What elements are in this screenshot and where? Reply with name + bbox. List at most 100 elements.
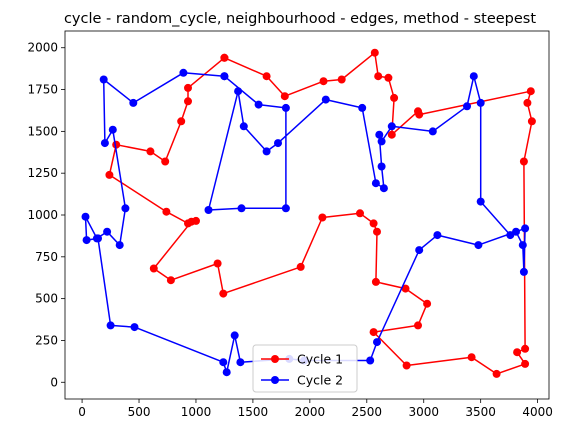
series-1-point bbox=[390, 93, 399, 102]
legend-label: Cycle 2 bbox=[297, 373, 343, 388]
series-1-point bbox=[414, 321, 422, 330]
series-1-point bbox=[184, 219, 192, 228]
series-1-point bbox=[492, 369, 501, 378]
series-2-point bbox=[204, 206, 213, 214]
series-2-point bbox=[94, 234, 102, 243]
series-1-point bbox=[262, 72, 271, 81]
series-1-point bbox=[513, 348, 522, 357]
series-2-point bbox=[220, 72, 229, 81]
series-2-point bbox=[237, 204, 246, 213]
series-1-point bbox=[387, 130, 396, 139]
series-1-point bbox=[373, 227, 381, 236]
series-2-point bbox=[236, 358, 245, 367]
y-tick-label: 0 bbox=[50, 375, 58, 389]
series-1-point bbox=[415, 110, 424, 119]
series-1-point bbox=[370, 48, 379, 57]
series-2-point bbox=[469, 72, 478, 81]
chart-title: cycle - random_cycle, neighbourhood - ed… bbox=[64, 11, 536, 27]
series-1-point bbox=[526, 87, 535, 96]
series-1-point bbox=[401, 284, 410, 293]
x-tick-label: 3500 bbox=[465, 405, 496, 419]
series-1-point bbox=[149, 264, 158, 273]
series-2-point bbox=[222, 368, 231, 377]
series-2-point bbox=[375, 130, 384, 139]
series-1-point bbox=[280, 92, 289, 101]
y-tick-label: 1750 bbox=[27, 83, 58, 97]
series-1-point bbox=[369, 328, 378, 337]
series-2-point bbox=[274, 139, 282, 148]
series-1-point bbox=[523, 98, 532, 107]
series-1-point bbox=[318, 213, 327, 222]
series-2-point bbox=[321, 95, 330, 104]
series-2-point bbox=[100, 139, 109, 148]
series-2-point bbox=[371, 179, 380, 188]
series-1-point bbox=[467, 353, 476, 362]
series-1-point bbox=[519, 157, 528, 166]
legend-swatch-marker bbox=[271, 355, 279, 363]
series-2-point bbox=[476, 197, 485, 206]
series-2-point bbox=[219, 358, 228, 367]
legend-label: Cycle 1 bbox=[297, 352, 343, 367]
series-2-point bbox=[239, 122, 248, 131]
series-1-point bbox=[369, 219, 378, 228]
y-tick-label: 1500 bbox=[27, 124, 58, 138]
axes: 0 500 1000 1500 2000 2500 3000 3500 4000 0 250 500 7… bbox=[27, 30, 553, 419]
series-2-point bbox=[387, 122, 396, 131]
series-2-point bbox=[377, 162, 386, 171]
x-tick-label: 3000 bbox=[408, 405, 439, 419]
x-tick-label: 500 bbox=[128, 405, 151, 419]
series-2-point bbox=[99, 75, 108, 84]
x-tick-label: 1500 bbox=[238, 405, 269, 419]
series-2-point bbox=[254, 100, 263, 109]
x-tick-label: 4000 bbox=[522, 405, 553, 419]
series-2-point bbox=[415, 246, 424, 255]
series-1-point bbox=[356, 209, 364, 218]
y-tick-label: 1250 bbox=[27, 166, 58, 180]
y-tick-label: 2000 bbox=[27, 41, 58, 55]
legend-swatch-marker bbox=[271, 376, 279, 384]
series-2-point bbox=[358, 103, 367, 112]
series-2-point bbox=[81, 212, 90, 221]
series-2-point bbox=[428, 127, 437, 136]
series-1-point bbox=[184, 97, 192, 106]
series-2-point bbox=[129, 98, 138, 107]
series-2-point bbox=[115, 241, 124, 250]
series-2-point bbox=[106, 321, 115, 330]
y-tick-label: 750 bbox=[35, 250, 58, 264]
series-2-point bbox=[474, 241, 483, 250]
series-1-point bbox=[219, 289, 228, 298]
series-2-point bbox=[281, 204, 290, 213]
y-tick-label: 500 bbox=[35, 292, 58, 306]
series-2-point bbox=[179, 68, 188, 77]
series-1-point bbox=[371, 277, 380, 286]
series-2-point bbox=[121, 204, 130, 213]
y-tick-label: 1000 bbox=[27, 208, 58, 222]
series-2-point bbox=[519, 267, 528, 276]
series-2-point bbox=[463, 102, 471, 111]
series-2-point bbox=[230, 331, 239, 340]
series-1-point bbox=[192, 216, 200, 225]
series-1-point bbox=[184, 83, 192, 92]
legend: Cycle 1 Cycle 2 bbox=[252, 344, 358, 393]
series-2-point bbox=[234, 87, 243, 96]
series-2-point bbox=[379, 184, 388, 193]
series-1-point bbox=[527, 117, 536, 126]
series-2-point bbox=[521, 224, 530, 233]
series-2-point bbox=[506, 231, 515, 240]
x-tick-label: 1000 bbox=[181, 405, 212, 419]
series-1-point bbox=[296, 262, 305, 271]
series-1-point bbox=[177, 117, 186, 126]
series-2-point bbox=[433, 231, 442, 240]
series-2-point bbox=[262, 147, 271, 156]
series-1-point bbox=[161, 157, 170, 166]
series-2-point bbox=[476, 98, 485, 107]
x-tick-label: 0 bbox=[78, 405, 86, 419]
series-1-point bbox=[423, 299, 432, 308]
series-1-point bbox=[146, 147, 155, 156]
series-1-point bbox=[337, 75, 346, 84]
series-1-point bbox=[166, 276, 175, 285]
plot-area bbox=[81, 48, 536, 378]
x-tick-label: 2000 bbox=[295, 405, 326, 419]
